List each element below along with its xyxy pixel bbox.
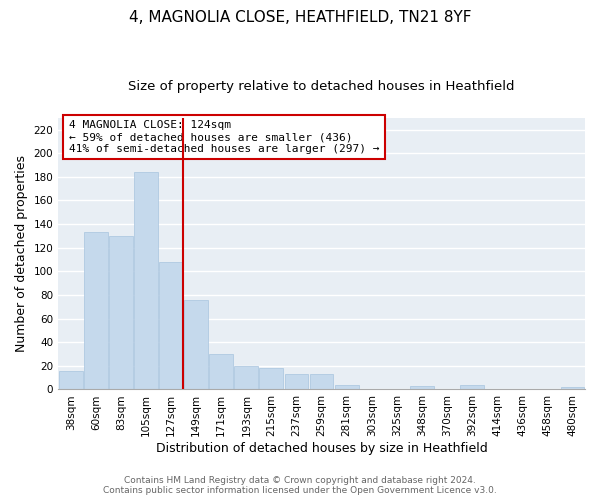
Text: Contains HM Land Registry data © Crown copyright and database right 2024.
Contai: Contains HM Land Registry data © Crown c…	[103, 476, 497, 495]
Bar	[235, 366, 258, 390]
Bar	[159, 262, 183, 390]
Bar	[460, 384, 484, 390]
Text: 4, MAGNOLIA CLOSE, HEATHFIELD, TN21 8YF: 4, MAGNOLIA CLOSE, HEATHFIELD, TN21 8YF	[129, 10, 471, 25]
Bar	[259, 368, 283, 390]
Text: 4 MAGNOLIA CLOSE: 124sqm
← 59% of detached houses are smaller (436)
41% of semi-: 4 MAGNOLIA CLOSE: 124sqm ← 59% of detach…	[69, 120, 379, 154]
Bar	[109, 236, 133, 390]
Bar	[410, 386, 434, 390]
Bar	[184, 300, 208, 390]
Bar	[310, 374, 334, 390]
Bar	[284, 374, 308, 390]
Y-axis label: Number of detached properties: Number of detached properties	[15, 155, 28, 352]
X-axis label: Distribution of detached houses by size in Heathfield: Distribution of detached houses by size …	[156, 442, 487, 455]
Bar	[84, 232, 108, 390]
Bar	[134, 172, 158, 390]
Bar	[59, 370, 83, 390]
Bar	[335, 384, 359, 390]
Bar	[560, 387, 584, 390]
Bar	[209, 354, 233, 390]
Title: Size of property relative to detached houses in Heathfield: Size of property relative to detached ho…	[128, 80, 515, 93]
